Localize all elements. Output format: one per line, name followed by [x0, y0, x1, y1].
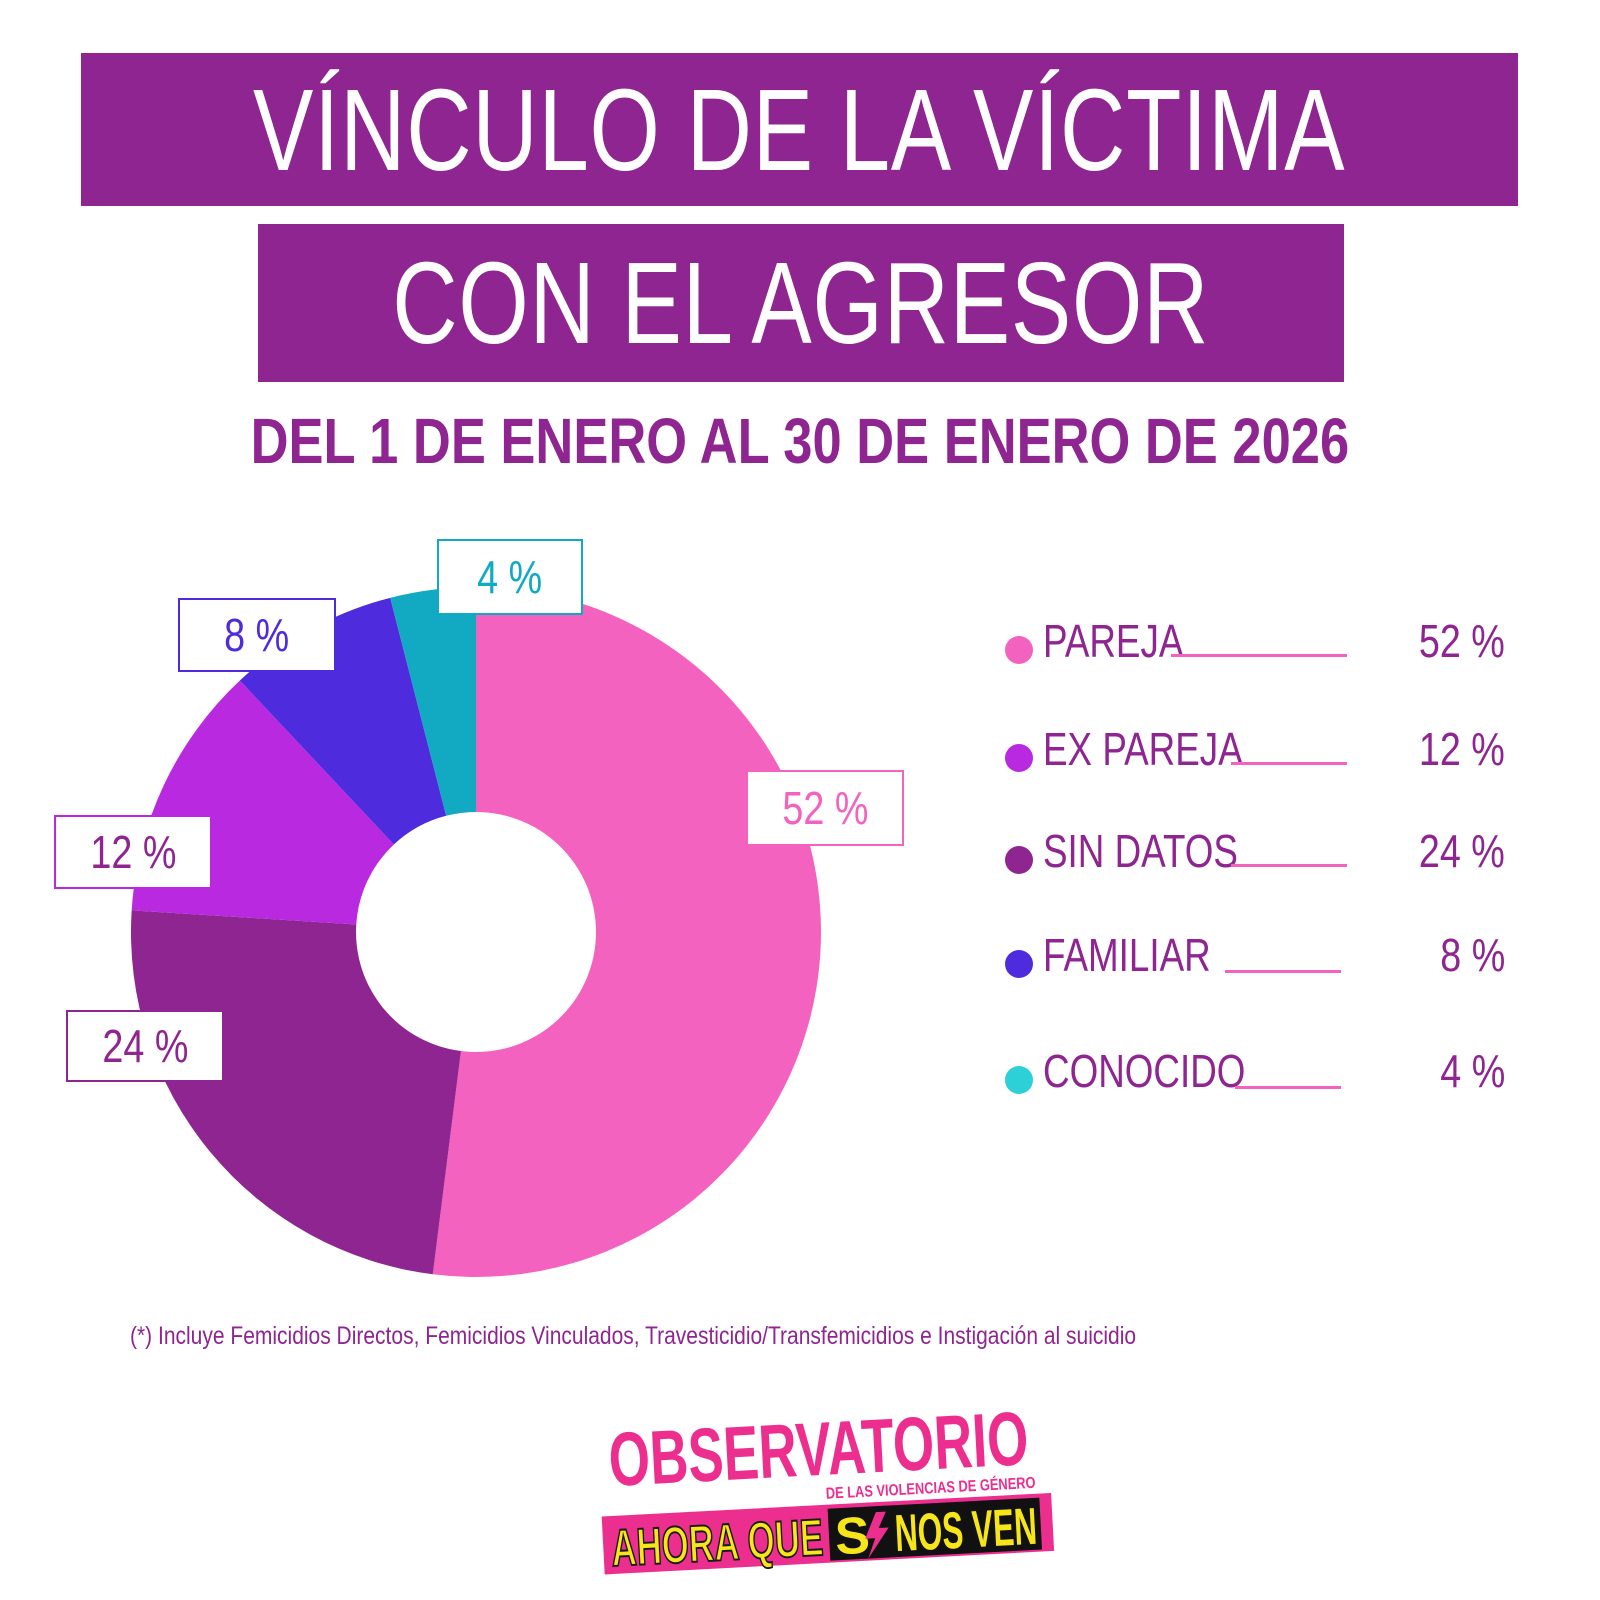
legend-label-familiar: FAMILIAR — [1043, 929, 1211, 981]
slice-label-conocido: 4 % — [437, 539, 583, 615]
legend-line-pareja — [1171, 654, 1347, 657]
donut-slice-conocido — [390, 587, 476, 816]
footnote: (*) Incluye Femicidios Directos, Femicid… — [130, 1322, 1137, 1350]
observatorio-logo: OBSERVATORIO DE LAS VIOLENCIAS DE GÉNERO… — [601, 1396, 1055, 1578]
legend-dot-familiar — [1005, 950, 1033, 978]
legend-line-ex-pareja — [1231, 762, 1347, 765]
legend-value-sin-datos: 24 % — [1419, 825, 1505, 877]
legend-label-sin-datos: SIN DATOS — [1043, 825, 1238, 877]
logo-ahora-que-text: AHORA QUE — [610, 1509, 825, 1578]
legend-dot-pareja — [1005, 636, 1033, 664]
donut-slice-sin-datos — [130, 910, 461, 1275]
slice-label-sin-datos: 24 % — [66, 1010, 224, 1082]
title-line-1: VÍNCULO DE LA VÍCTIMA — [81, 53, 1518, 206]
legend-line-familiar — [1225, 970, 1341, 973]
legend-line-conocido — [1235, 1086, 1341, 1089]
title-line-2-text: CON EL AGRESOR — [392, 238, 1210, 368]
legend-item-familiar: FAMILIAR 8 % — [1005, 928, 1525, 988]
date-range-subtitle: DEL 1 DE ENERO AL 30 DE ENERO DE 2026 — [0, 404, 1600, 478]
date-range-text: DEL 1 DE ENERO AL 30 DE ENERO DE 2026 — [250, 405, 1350, 477]
legend-item-conocido: CONOCIDO 4 % — [1005, 1044, 1525, 1104]
legend-label-conocido: CONOCIDO — [1043, 1045, 1246, 1097]
slice-label-ex-pareja: 12 % — [54, 815, 212, 889]
legend-label-pareja: PAREJA — [1043, 615, 1184, 667]
title-line-1-text: VÍNCULO DE LA VÍCTIMA — [253, 64, 1346, 195]
legend-dot-sin-datos — [1005, 846, 1033, 874]
legend-value-familiar: 8 % — [1440, 929, 1505, 981]
title-line-2: CON EL AGRESOR — [258, 224, 1344, 382]
slice-label-familiar: 8 % — [178, 598, 336, 672]
legend-item-pareja: PAREJA 52 % — [1005, 614, 1525, 674]
donut-slice-pareja — [432, 587, 821, 1277]
lightning-bolt-icon — [865, 1511, 889, 1559]
legend-value-conocido: 4 % — [1440, 1045, 1505, 1097]
logo-si-text: S — [834, 1507, 872, 1567]
legend-dot-ex-pareja — [1005, 744, 1033, 772]
slice-label-pareja: 52 % — [746, 770, 904, 846]
legend-value-ex-pareja: 12 % — [1419, 723, 1505, 775]
legend-label-ex-pareja: EX PAREJA — [1043, 723, 1243, 775]
legend-item-ex-pareja: EX PAREJA 12 % — [1005, 722, 1525, 782]
legend-value-pareja: 52 % — [1419, 615, 1505, 667]
legend-line-sin-datos — [1231, 864, 1347, 867]
legend-item-sin-datos: SIN DATOS 24 % — [1005, 824, 1525, 884]
logo-nos-ven-text: NOS VEN — [893, 1498, 1038, 1563]
legend-dot-conocido — [1005, 1066, 1033, 1094]
